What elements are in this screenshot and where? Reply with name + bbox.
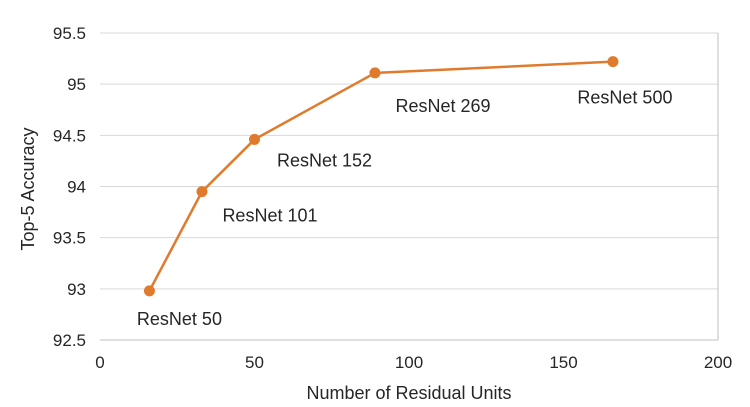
data-point (143, 285, 155, 297)
point-label: ResNet 101 (222, 206, 317, 226)
point-label: ResNet 269 (395, 96, 490, 116)
point-label: ResNet 152 (277, 150, 372, 170)
point-label: ResNet 50 (137, 309, 222, 329)
x-tick-label: 100 (395, 353, 423, 372)
tick-labels: 92.5 93 93.5 94 94.5 95 95.5 0 50 100 150 200 (53, 24, 732, 372)
x-tick-label: 150 (549, 353, 577, 372)
data-points (143, 56, 619, 297)
x-tick-label: 50 (245, 353, 264, 372)
y-tick-label: 95 (67, 75, 86, 94)
series-line (148, 60, 613, 292)
y-tick-label: 94 (67, 178, 86, 197)
x-tick-label: 0 (95, 353, 104, 372)
point-label: ResNet 500 (577, 88, 672, 108)
y-tick-label: 93.5 (53, 229, 86, 248)
y-tick-label: 94.5 (53, 126, 86, 145)
data-point (607, 56, 619, 68)
series-polyline (148, 60, 613, 292)
axes (100, 33, 719, 341)
y-axis-title: Top-5 Accuracy (18, 127, 38, 250)
point-labels: ResNet 50 ResNet 101 ResNet 152 ResNet 269 R… (137, 88, 673, 329)
data-point (196, 186, 208, 198)
y-tick-label: 92.5 (53, 331, 86, 350)
x-axis-title: Number of Residual Units (306, 383, 511, 403)
y-tick-label: 95.5 (53, 24, 86, 43)
y-tick-label: 93 (67, 280, 86, 299)
x-tick-label: 200 (704, 353, 732, 372)
data-point (369, 67, 381, 79)
data-point (249, 133, 260, 145)
